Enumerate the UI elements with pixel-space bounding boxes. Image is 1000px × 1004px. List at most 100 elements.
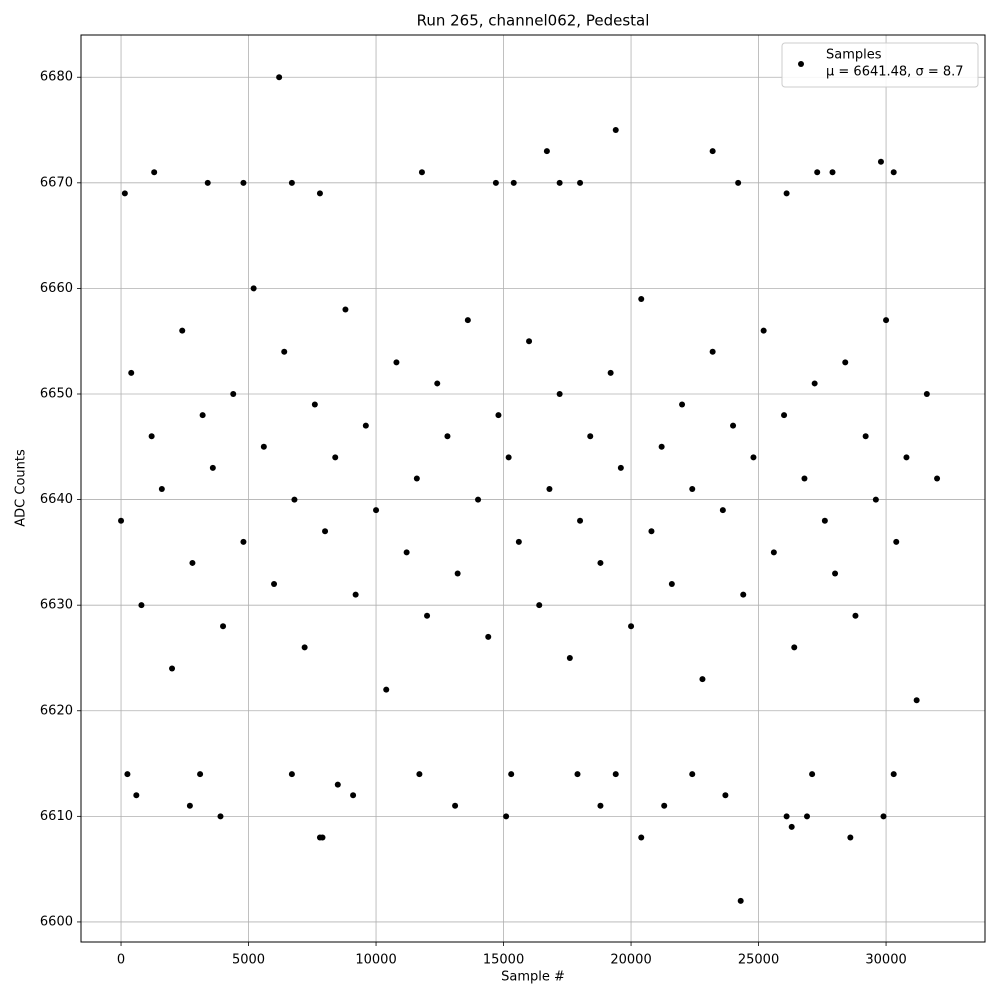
point <box>760 327 767 334</box>
point <box>186 802 193 809</box>
point <box>566 654 573 661</box>
point <box>276 74 283 81</box>
point <box>352 591 359 598</box>
point <box>383 686 390 693</box>
grid <box>81 35 985 942</box>
point <box>890 169 897 176</box>
x-axis-label: Sample # <box>501 970 565 985</box>
point <box>217 813 224 820</box>
point <box>121 190 128 197</box>
point <box>730 422 737 429</box>
point <box>809 771 816 778</box>
point <box>750 454 757 461</box>
point <box>288 179 295 186</box>
point <box>158 486 165 493</box>
point <box>607 369 614 376</box>
points <box>118 74 941 904</box>
point <box>169 665 176 672</box>
point <box>709 148 716 155</box>
legend-marker <box>798 61 804 67</box>
point <box>475 496 482 503</box>
point <box>814 169 821 176</box>
point <box>740 591 747 598</box>
point <box>628 623 635 630</box>
point <box>699 676 706 683</box>
point <box>788 823 795 830</box>
point <box>124 771 131 778</box>
point <box>556 390 563 397</box>
legend-box <box>781 42 979 88</box>
point <box>403 549 410 556</box>
point <box>138 602 145 609</box>
point <box>209 464 216 471</box>
point <box>133 792 140 799</box>
point <box>783 813 790 820</box>
point <box>291 496 298 503</box>
point <box>189 559 196 566</box>
point <box>735 179 742 186</box>
point <box>574 771 581 778</box>
point <box>842 359 849 366</box>
point <box>526 338 533 345</box>
point <box>923 390 930 397</box>
point <box>148 433 155 440</box>
point <box>719 507 726 514</box>
point <box>319 834 326 841</box>
point <box>271 581 278 588</box>
point <box>510 179 517 186</box>
point <box>204 179 211 186</box>
point <box>250 285 257 292</box>
point <box>197 771 204 778</box>
chart-title: Run 265, channel062, Pedestal <box>417 12 650 30</box>
point <box>577 517 584 524</box>
point <box>444 433 451 440</box>
point <box>454 570 461 577</box>
point <box>503 813 510 820</box>
point <box>418 169 425 176</box>
point <box>485 633 492 640</box>
point <box>342 306 349 313</box>
point <box>689 486 696 493</box>
point <box>424 612 431 619</box>
point <box>508 771 515 778</box>
point <box>880 813 887 820</box>
point <box>281 348 288 355</box>
point <box>220 623 227 630</box>
point <box>648 528 655 535</box>
point <box>543 148 550 155</box>
point <box>556 179 563 186</box>
y-tick-label: 6640 <box>40 492 73 507</box>
point <box>240 179 247 186</box>
y-tick-label: 6670 <box>40 175 73 190</box>
point <box>434 380 441 387</box>
point <box>612 771 619 778</box>
legend: Samples μ = 6641.48, σ = 8.7 <box>781 42 979 88</box>
point <box>179 327 186 334</box>
point <box>722 792 729 799</box>
point <box>515 538 522 545</box>
point <box>781 412 788 419</box>
point <box>577 179 584 186</box>
point <box>890 771 897 778</box>
point <box>770 549 777 556</box>
y-tick-label: 6650 <box>40 386 73 401</box>
point <box>301 644 308 651</box>
point <box>505 454 512 461</box>
point <box>260 443 267 450</box>
point <box>638 295 645 302</box>
point <box>311 401 318 408</box>
x-tick-label: 30000 <box>865 953 906 968</box>
point <box>801 475 808 482</box>
point <box>877 158 884 165</box>
point <box>118 517 125 524</box>
x-tick-label: 15000 <box>483 953 524 968</box>
point <box>913 697 920 704</box>
point <box>852 612 859 619</box>
point <box>872 496 879 503</box>
legend-label: Samples <box>826 48 882 63</box>
point <box>373 507 380 514</box>
point <box>783 190 790 197</box>
point <box>597 802 604 809</box>
point <box>821 517 828 524</box>
